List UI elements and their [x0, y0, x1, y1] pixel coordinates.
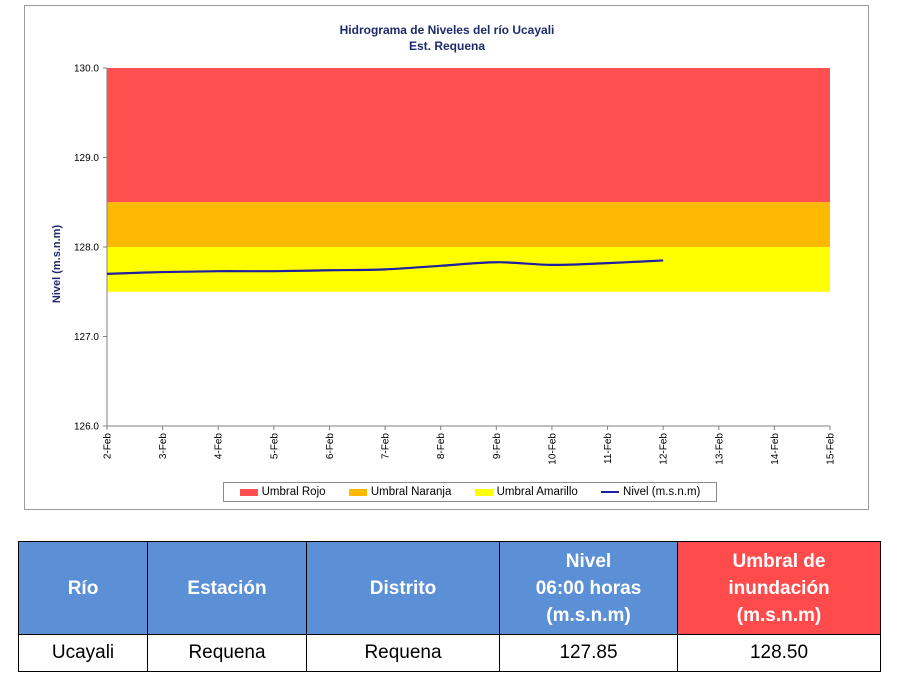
threshold-bands: [107, 68, 830, 292]
series-line-nivel: [106, 259, 664, 275]
series-layer: [106, 259, 664, 275]
cell-distrito: Requena: [306, 634, 500, 672]
band-3: [107, 247, 830, 292]
chart-frame: Hidrograma de Niveles del río Ucayali Es…: [24, 5, 869, 510]
y-tick-label: 128.0: [74, 243, 99, 254]
legend-label: Umbral Rojo: [261, 486, 326, 498]
x-tick-label: 13-Feb: [714, 433, 725, 465]
legend-line-swatch: [601, 491, 620, 493]
header-umbral-line-3: (m.s.n.m): [736, 604, 822, 626]
header-nivel-line-1: Nivel: [565, 550, 612, 572]
header-distrito: Distrito: [306, 541, 500, 635]
header-umbral-line-2: inundación: [728, 577, 830, 599]
y-tick-label: 126.0: [74, 422, 99, 433]
header-nivel-line-2: 06:00 horas: [535, 577, 642, 599]
band-1: [107, 68, 830, 203]
y-tick-label: 130.0: [74, 64, 99, 75]
x-tick-label: 6-Feb: [325, 433, 336, 460]
x-tick-label: 14-Feb: [770, 433, 781, 465]
header-umbral-line-1: Umbral de: [732, 550, 826, 572]
cell-estacion: Requena: [147, 634, 307, 672]
header-nivel-line-3: (m.s.n.m): [546, 604, 631, 626]
legend-item-band-2: Umbral Naranja: [348, 486, 452, 498]
x-tick-label: 11-Feb: [603, 433, 614, 464]
x-tick-label: 4-Feb: [214, 433, 225, 460]
legend-label: Umbral Naranja: [370, 486, 452, 498]
table-row: Ucayali Requena Requena 127.85 128.50: [18, 634, 881, 672]
x-tick-label: 12-Feb: [659, 433, 670, 465]
x-tick-label: 7-Feb: [381, 433, 392, 460]
x-tick-label: 8-Feb: [436, 433, 447, 460]
chart-title: Hidrograma de Niveles del río Ucayali: [340, 23, 555, 37]
x-tick-label: 9-Feb: [492, 433, 503, 460]
x-tick-label: 10-Feb: [547, 433, 558, 465]
x-tick-label: 2-Feb: [103, 433, 114, 460]
legend-label: Umbral Amarillo: [496, 486, 578, 498]
header-umbral: Umbral de inundación (m.s.n.m): [677, 541, 881, 635]
y-axis-label: Nivel (m.s.n.m): [51, 225, 63, 304]
header-nivel: Nivel 06:00 horas (m.s.n.m): [499, 541, 678, 635]
chart-subtitle: Est. Requena: [409, 39, 485, 53]
legend-label: Nivel (m.s.n.m): [623, 486, 701, 498]
cell-nivel: 127.85: [499, 634, 678, 672]
chart-legend: Umbral Rojo Umbral Naranja Umbral Amarillo…: [223, 482, 717, 502]
y-tick-label: 129.0: [74, 153, 99, 164]
header-rio: Río: [18, 541, 148, 635]
hydrograph-chart: Hidrograma de Niveles del río Ucayali Es…: [51, 23, 837, 465]
cell-rio: Ucayali: [18, 634, 148, 672]
legend-item-series: Nivel (m.s.n.m): [601, 486, 700, 498]
y-tick-label: 127.0: [74, 332, 99, 343]
legend-swatch: [348, 488, 367, 496]
band-2: [107, 202, 830, 247]
axes: 126.0 127.0 128.0 129.0 130.0 2-Feb 3-Feb 4-Feb…: [74, 64, 837, 465]
legend-item-band-3: Umbral Amarillo: [474, 486, 578, 498]
station-info-table: Río Estación Distrito Nivel 06:00 horas …: [18, 541, 881, 672]
x-tick-label: 15-Feb: [826, 433, 837, 465]
header-estacion: Estación: [147, 541, 307, 635]
table-header-row: Río Estación Distrito Nivel 06:00 horas …: [18, 541, 881, 635]
legend-item-band-1: Umbral Rojo: [239, 486, 326, 498]
legend-swatch: [239, 488, 258, 496]
x-tick-label: 5-Feb: [269, 433, 280, 460]
cell-umbral: 128.50: [677, 634, 881, 672]
legend-swatch: [474, 488, 493, 496]
x-tick-label: 3-Feb: [158, 433, 169, 460]
